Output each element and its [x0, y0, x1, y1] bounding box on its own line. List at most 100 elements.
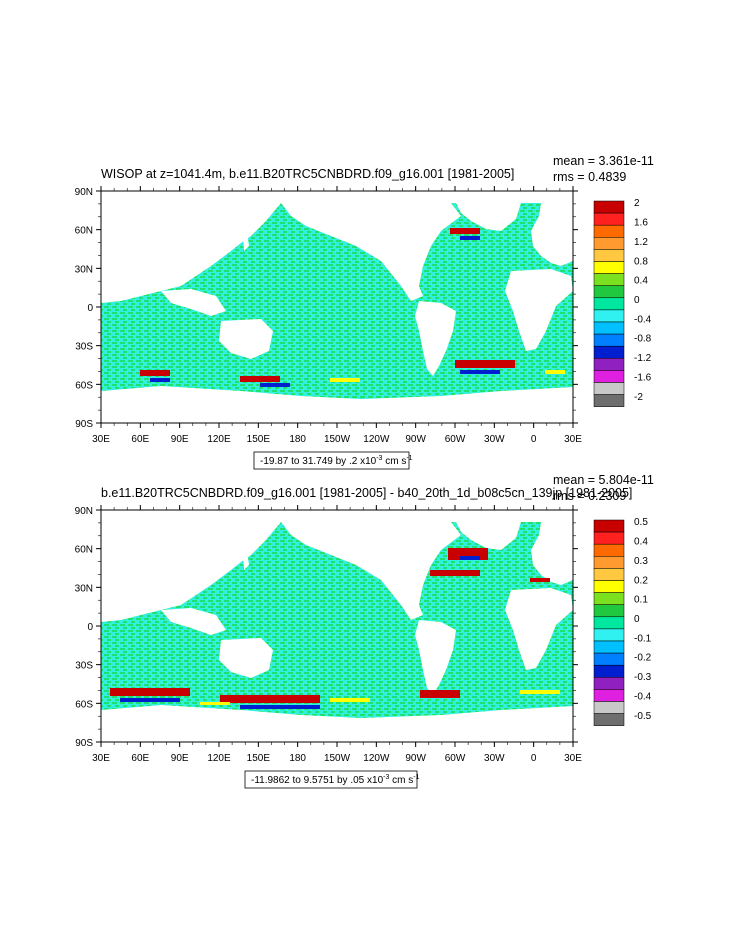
land-north-america [281, 522, 461, 620]
lat-tick-label: 30S [75, 342, 93, 353]
lat-tick-label: 60N [75, 226, 93, 237]
colorbar-swatch [593, 664, 625, 678]
panel-title: WISOP at z=1041.4m, b.e11.B20TRC5CNBDRD.… [101, 167, 514, 181]
lon-tick-label: 150E [247, 434, 271, 445]
land-australia [219, 319, 273, 359]
land-asia [101, 522, 281, 622]
colorbar-swatch [593, 273, 625, 286]
colorbar-swatch [593, 224, 625, 238]
range-label: -11.9862 to 9.5751 by .05 x10-3 cm s-1 [251, 774, 420, 786]
colorbar: 2 1.6 1.2 0.8 0.4 0 -0.4 -0.8 -1.2 -1.6 -2 [593, 198, 652, 407]
lon-tick-label: 180 [289, 434, 306, 445]
land-africa [505, 588, 573, 670]
map-field [101, 191, 573, 423]
colorbar-label: 2 [634, 198, 640, 209]
land-greenland [456, 522, 521, 550]
lon-tick-label: 150E [247, 753, 271, 764]
colorbar-swatch [593, 370, 625, 383]
colorbar-label: 0.2 [634, 575, 648, 586]
lat-tick-label: 90S [75, 419, 93, 430]
lon-tick-label: 150W [324, 753, 351, 764]
lon-tick-label: 180 [289, 753, 306, 764]
land-greenland [456, 203, 521, 231]
colorbar-swatch [593, 358, 625, 371]
lon-tick-label: 30E [564, 434, 582, 445]
lat-tick-label: 90N [75, 506, 93, 517]
land-africa [505, 269, 573, 351]
colorbar-swatch [593, 689, 625, 702]
lon-tick-label: 60W [445, 753, 466, 764]
land-south-america [415, 620, 456, 695]
colorbar-swatch [593, 333, 625, 347]
lon-tick-label: 30W [484, 753, 505, 764]
colorbar-swatch [593, 261, 625, 274]
colorbar-label: -1.2 [634, 353, 652, 364]
colorbar-label: 0.4 [634, 537, 648, 548]
colorbar: 0.5 0.4 0.3 0.2 0.1 0 -0.1 -0.2 -0.3 -0.4 -0.5 [593, 517, 652, 726]
colorbar-swatch [593, 394, 625, 407]
lon-tick-label: 120W [363, 434, 390, 445]
colorbar-swatch [593, 713, 625, 726]
lon-tick-label: 60W [445, 434, 466, 445]
lon-tick-label: 30E [92, 753, 110, 764]
land-south-america [415, 301, 456, 376]
lon-tick-label: 90E [171, 753, 189, 764]
lon-tick-label: 90W [405, 434, 426, 445]
lon-tick-label: 60E [131, 434, 149, 445]
lon-tick-label: 120E [207, 753, 231, 764]
colorbar-label: 0.4 [634, 276, 648, 287]
lon-tick-label: 150W [324, 434, 351, 445]
mean-label: mean = 5.804e-11 [553, 473, 654, 487]
map-panel-1: WISOP at z=1041.4m, b.e11.B20TRC5CNBDRD.… [75, 154, 654, 470]
range-label: -19.87 to 31.749 by .2 x10-3 cm s-1 [260, 455, 413, 467]
map-axes: 90N 60N 30N 0 30S 60S 90S 30E 60E 90E 120E 150E 180 1… [75, 505, 582, 764]
colorbar-swatch [593, 249, 625, 262]
colorbar-swatch [593, 519, 625, 533]
colorbar-swatch [593, 237, 625, 250]
lon-tick-label: 90E [171, 434, 189, 445]
colorbar-label: -1.6 [634, 372, 652, 383]
colorbar-swatch [593, 652, 625, 666]
colorbar-label: -0.2 [634, 653, 652, 664]
colorbar-label: 0.8 [634, 256, 648, 267]
lon-tick-label: 90W [405, 753, 426, 764]
lon-tick-label: 30W [484, 434, 505, 445]
colorbar-swatch [593, 297, 625, 311]
range-box [244, 770, 418, 789]
lat-tick-label: 90N [75, 187, 93, 198]
lon-tick-label: 0 [531, 753, 537, 764]
lon-tick-label: 120W [363, 753, 390, 764]
land-australia [219, 638, 273, 678]
colorbar-swatch [593, 592, 625, 605]
map-panel-2: b.e11.B20TRC5CNBDRD.f09_g16.001 [1981-20… [75, 473, 654, 789]
colorbar-swatch [593, 345, 625, 359]
lat-tick-label: 30S [75, 661, 93, 672]
colorbar-swatch [593, 309, 625, 323]
colorbar-swatch [593, 212, 625, 226]
colorbar-label: 0.1 [634, 595, 648, 606]
colorbar-label: -0.3 [634, 672, 652, 683]
map-field [101, 510, 573, 742]
colorbar-swatch [593, 701, 625, 714]
colorbar-label: -0.8 [634, 334, 652, 345]
colorbar-swatch [593, 616, 625, 630]
lat-tick-label: 60S [75, 699, 93, 710]
colorbar-swatch [593, 677, 625, 690]
colorbar-swatch [593, 382, 625, 395]
land-antarctica [101, 386, 573, 423]
colorbar-label: -0.4 [634, 314, 652, 325]
lon-tick-label: 0 [531, 434, 537, 445]
land-north-america [281, 203, 461, 301]
colorbar-label: 1.2 [634, 237, 648, 248]
land-asia [101, 203, 281, 303]
lat-tick-label: 30N [75, 583, 93, 594]
colorbar-label: 0.5 [634, 517, 648, 528]
colorbar-swatch [593, 556, 625, 569]
colorbar-swatch [593, 285, 625, 299]
colorbar-swatch [593, 580, 625, 593]
lat-tick-label: 60N [75, 545, 93, 556]
lat-tick-label: 60S [75, 380, 93, 391]
lat-tick-label: 90S [75, 738, 93, 749]
colorbar-swatch [593, 568, 625, 581]
